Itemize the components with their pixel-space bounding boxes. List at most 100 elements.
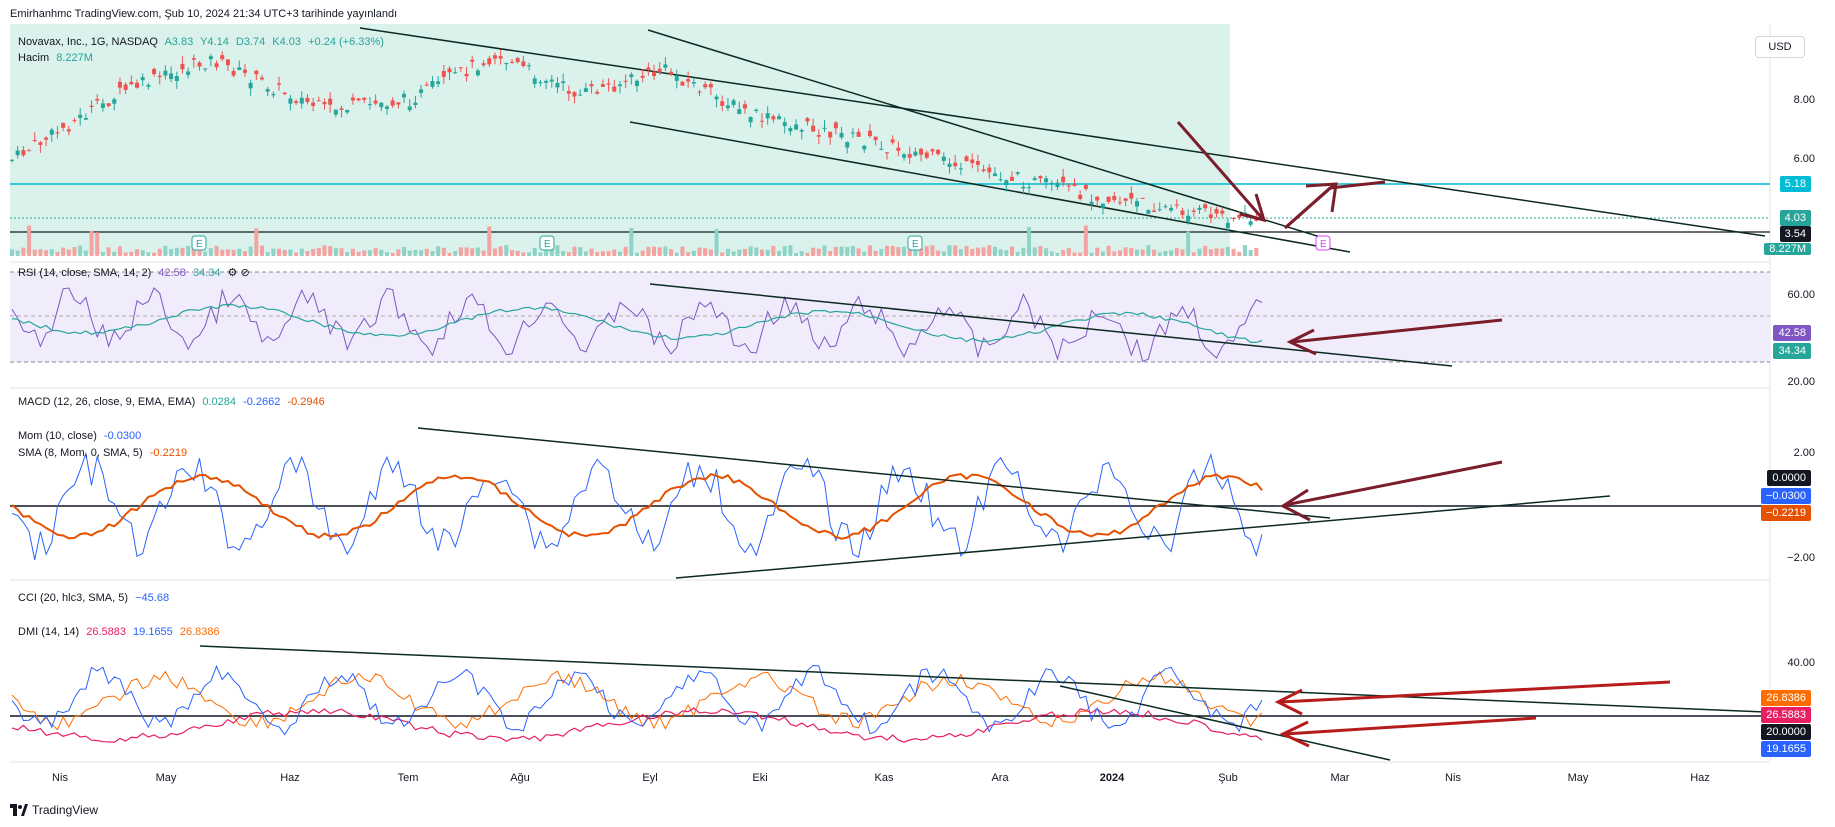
candle-body bbox=[1169, 207, 1174, 211]
candle-body bbox=[1027, 187, 1032, 189]
candle-body bbox=[566, 91, 571, 94]
volume-bar bbox=[430, 251, 435, 256]
candle-body bbox=[1123, 198, 1128, 201]
cci-value: −45.68 bbox=[135, 592, 170, 604]
volume-bar bbox=[441, 247, 446, 256]
candle-body bbox=[1106, 196, 1111, 202]
volume-bar bbox=[61, 247, 66, 256]
candle-body bbox=[367, 104, 372, 106]
candle-body bbox=[782, 122, 787, 127]
rsi-tag: 42.58 bbox=[1773, 325, 1811, 341]
candle-body bbox=[38, 142, 43, 145]
dmi-legend: DMI (14, 14) 26.5883 19.1655 26.8386 bbox=[18, 626, 224, 638]
candle-body bbox=[839, 132, 844, 138]
candle-body bbox=[72, 120, 77, 122]
volume-bar bbox=[135, 249, 139, 256]
volume-bar bbox=[220, 249, 225, 256]
volume-bar bbox=[1163, 250, 1168, 256]
candle-body bbox=[464, 73, 469, 77]
candle-body bbox=[538, 82, 543, 84]
volume-bar bbox=[89, 230, 94, 256]
cci-title[interactable]: CCI (20, hlc3, SMA, 5) bbox=[18, 592, 129, 604]
macd-value-1: 0.0284 bbox=[202, 396, 236, 408]
candle-body bbox=[867, 130, 872, 136]
dmi-plus-value: 26.5883 bbox=[86, 626, 126, 638]
candle-body bbox=[725, 105, 730, 109]
volume-bar bbox=[123, 252, 128, 256]
volume-bar bbox=[294, 252, 299, 256]
tradingview-logo[interactable]: TradingView bbox=[10, 803, 98, 817]
momentum-sma-line bbox=[11, 472, 1263, 540]
candle-body bbox=[896, 147, 901, 151]
volume-bar bbox=[1208, 249, 1213, 256]
candle-body bbox=[424, 84, 429, 86]
volume-bar bbox=[1015, 252, 1020, 256]
volume-bar bbox=[225, 249, 230, 256]
volume-bar bbox=[919, 248, 924, 256]
candle-body bbox=[1129, 192, 1134, 199]
volume-bar bbox=[1169, 250, 1174, 256]
candle-body bbox=[975, 161, 980, 165]
change-value: +0.24 (+6.33%) bbox=[308, 36, 384, 48]
candle-body bbox=[572, 92, 577, 97]
volume-bar bbox=[362, 250, 367, 256]
candle-body bbox=[1214, 208, 1219, 214]
volume-bar bbox=[1089, 252, 1094, 256]
candle-body bbox=[231, 70, 236, 76]
volume-bar bbox=[1129, 247, 1134, 256]
candle-body bbox=[441, 71, 446, 77]
volume-bar bbox=[669, 249, 674, 256]
rsi-title[interactable]: RSI (14, close, SMA, 14, 2) bbox=[18, 267, 152, 279]
candle-body bbox=[811, 125, 816, 132]
macd-title[interactable]: MACD (12, 26, close, 9, EMA, EMA) bbox=[18, 396, 196, 408]
dmi-title[interactable]: DMI (14, 14) bbox=[18, 626, 80, 638]
symbol-label[interactable]: Novavax, Inc., 1G, NASDAQ bbox=[18, 36, 158, 48]
volume-bar bbox=[1078, 252, 1083, 256]
candle-body bbox=[481, 63, 486, 66]
candle-body bbox=[328, 98, 333, 105]
volume-bar bbox=[782, 246, 787, 256]
candle-body bbox=[1242, 212, 1247, 214]
dmi-adx-tag: 26.8386 bbox=[1761, 690, 1811, 706]
candle-body bbox=[95, 98, 100, 101]
volume-bar bbox=[174, 247, 179, 256]
arrow-down bbox=[1176, 121, 1267, 223]
volume-bar bbox=[475, 247, 480, 256]
candle-body bbox=[1083, 184, 1088, 189]
volume-bar bbox=[396, 249, 401, 256]
candle-body bbox=[771, 116, 776, 120]
candle-body bbox=[885, 152, 889, 154]
candle-body bbox=[754, 109, 759, 111]
settings-icon[interactable]: ⚙ ⊘ bbox=[227, 267, 250, 279]
candle-body bbox=[49, 129, 54, 135]
candle-body bbox=[430, 81, 435, 87]
candle-body bbox=[350, 97, 355, 101]
volume-bar bbox=[544, 247, 549, 256]
volume-bar bbox=[845, 247, 850, 256]
trendline-channel-bottom bbox=[629, 121, 1351, 253]
volume-bar bbox=[146, 252, 151, 256]
currency-button[interactable]: USD bbox=[1755, 36, 1805, 58]
volume-bar bbox=[714, 229, 719, 256]
volume-bar bbox=[208, 248, 213, 256]
volume-bar bbox=[248, 246, 253, 256]
volume-bar bbox=[163, 245, 168, 256]
mom-title[interactable]: Mom (10, close) bbox=[18, 430, 97, 442]
volume-bar bbox=[350, 248, 355, 256]
candle-body bbox=[561, 81, 566, 83]
candle-body bbox=[686, 79, 691, 82]
volume-bar bbox=[646, 246, 651, 256]
volume-bar bbox=[316, 248, 321, 256]
volume-bar bbox=[492, 248, 497, 256]
candle-body bbox=[799, 130, 804, 132]
candle-body bbox=[794, 124, 799, 130]
candle-body bbox=[203, 68, 208, 70]
candle-body bbox=[1010, 176, 1014, 181]
sma-title[interactable]: SMA (8, Mom, 0, SMA, 5) bbox=[18, 447, 143, 459]
candle-body bbox=[277, 83, 282, 85]
volume-bar bbox=[129, 251, 134, 256]
volume-bar bbox=[21, 247, 26, 256]
volume-bar bbox=[902, 246, 907, 256]
arrow-up-2 bbox=[1284, 182, 1338, 230]
